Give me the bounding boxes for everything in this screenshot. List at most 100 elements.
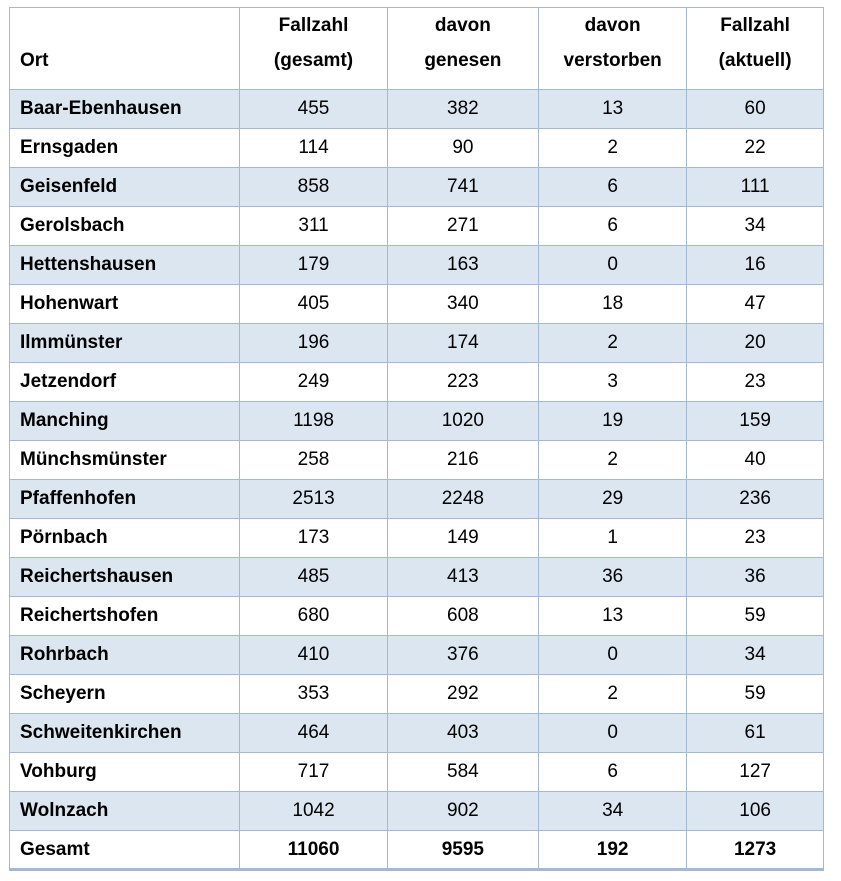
value-cell: 196 bbox=[239, 323, 388, 363]
ort-cell: Münchsmünster bbox=[8, 440, 241, 480]
value-cell: 271 bbox=[386, 206, 540, 246]
value-cell: 111 bbox=[686, 167, 824, 207]
col-header-fallzahl-gesamt: Fallzahl (gesamt) bbox=[239, 7, 388, 90]
value-cell: 61 bbox=[686, 713, 824, 753]
value-cell: 6 bbox=[538, 752, 688, 792]
ort-cell: Vohburg bbox=[8, 752, 241, 792]
covid-cases-table: Ort Fallzahl (gesamt) davon genesen davo… bbox=[8, 7, 824, 871]
value-cell: 2 bbox=[538, 128, 688, 168]
table-row: Rohrbach 410 376 0 34 bbox=[8, 635, 824, 675]
value-cell: 485 bbox=[239, 557, 388, 597]
table-row: Pörnbach 173 149 1 23 bbox=[8, 518, 824, 558]
value-cell: 34 bbox=[538, 791, 688, 831]
table-row: Ilmmünster 196 174 2 20 bbox=[8, 323, 824, 363]
value-cell: 20 bbox=[686, 323, 824, 363]
value-cell: 405 bbox=[239, 284, 388, 324]
ort-cell: Baar-Ebenhausen bbox=[8, 89, 241, 129]
ort-cell: Jetzendorf bbox=[8, 362, 241, 402]
table-row: Scheyern 353 292 2 59 bbox=[8, 674, 824, 714]
ort-cell: Ilmmünster bbox=[8, 323, 241, 363]
value-cell: 0 bbox=[538, 635, 688, 675]
value-cell: 311 bbox=[239, 206, 388, 246]
value-cell: 410 bbox=[239, 635, 388, 675]
ort-cell: Reichertshausen bbox=[8, 557, 241, 597]
value-cell: 40 bbox=[686, 440, 824, 480]
value-cell: 13 bbox=[538, 596, 688, 636]
value-cell: 608 bbox=[386, 596, 540, 636]
value-cell: 29 bbox=[538, 479, 688, 519]
value-cell: 34 bbox=[686, 206, 824, 246]
value-cell: 413 bbox=[386, 557, 540, 597]
value-cell: 16 bbox=[686, 245, 824, 285]
table-row: Hohenwart 405 340 18 47 bbox=[8, 284, 824, 324]
table-row: Vohburg 717 584 6 127 bbox=[8, 752, 824, 792]
value-cell: 216 bbox=[386, 440, 540, 480]
value-cell: 11060 bbox=[239, 830, 388, 871]
value-cell: 2248 bbox=[386, 479, 540, 519]
ort-cell: Manching bbox=[8, 401, 241, 441]
value-cell: 59 bbox=[686, 596, 824, 636]
value-cell: 1042 bbox=[239, 791, 388, 831]
value-cell: 2 bbox=[538, 674, 688, 714]
value-cell: 13 bbox=[538, 89, 688, 129]
value-cell: 3 bbox=[538, 362, 688, 402]
table-row: Hettenshausen 179 163 0 16 bbox=[8, 245, 824, 285]
value-cell: 0 bbox=[538, 713, 688, 753]
value-cell: 36 bbox=[538, 557, 688, 597]
value-cell: 1273 bbox=[686, 830, 824, 871]
ort-cell: Geisenfeld bbox=[8, 167, 241, 207]
value-cell: 163 bbox=[386, 245, 540, 285]
ort-cell: Hohenwart bbox=[8, 284, 241, 324]
ort-cell: Wolnzach bbox=[8, 791, 241, 831]
value-cell: 1020 bbox=[386, 401, 540, 441]
value-cell: 680 bbox=[239, 596, 388, 636]
value-cell: 149 bbox=[386, 518, 540, 558]
value-cell: 23 bbox=[686, 362, 824, 402]
ort-cell: Scheyern bbox=[8, 674, 241, 714]
table-row: Reichertshausen 485 413 36 36 bbox=[8, 557, 824, 597]
value-cell: 258 bbox=[239, 440, 388, 480]
value-cell: 2 bbox=[538, 440, 688, 480]
value-cell: 223 bbox=[386, 362, 540, 402]
ort-cell: Rohrbach bbox=[8, 635, 241, 675]
table-row: Reichertshofen 680 608 13 59 bbox=[8, 596, 824, 636]
value-cell: 353 bbox=[239, 674, 388, 714]
ort-cell: Hettenshausen bbox=[8, 245, 241, 285]
table-row: Baar-Ebenhausen 455 382 13 60 bbox=[8, 89, 824, 129]
value-cell: 717 bbox=[239, 752, 388, 792]
value-cell: 22 bbox=[686, 128, 824, 168]
ort-cell: Ernsgaden bbox=[8, 128, 241, 168]
table-row: Gerolsbach 311 271 6 34 bbox=[8, 206, 824, 246]
value-cell: 19 bbox=[538, 401, 688, 441]
ort-cell: Schweitenkirchen bbox=[8, 713, 241, 753]
value-cell: 340 bbox=[386, 284, 540, 324]
value-cell: 173 bbox=[239, 518, 388, 558]
value-cell: 179 bbox=[239, 245, 388, 285]
table-row: Wolnzach 1042 902 34 106 bbox=[8, 791, 824, 831]
value-cell: 23 bbox=[686, 518, 824, 558]
value-cell: 159 bbox=[686, 401, 824, 441]
table-row: Geisenfeld 858 741 6 111 bbox=[8, 167, 824, 207]
ort-cell: Reichertshofen bbox=[8, 596, 241, 636]
value-cell: 174 bbox=[386, 323, 540, 363]
ort-cell: Gerolsbach bbox=[8, 206, 241, 246]
value-cell: 902 bbox=[386, 791, 540, 831]
value-cell: 382 bbox=[386, 89, 540, 129]
value-cell: 9595 bbox=[386, 830, 540, 871]
value-cell: 1198 bbox=[239, 401, 388, 441]
value-cell: 59 bbox=[686, 674, 824, 714]
value-cell: 584 bbox=[386, 752, 540, 792]
value-cell: 36 bbox=[686, 557, 824, 597]
table-row: Pfaffenhofen 2513 2248 29 236 bbox=[8, 479, 824, 519]
value-cell: 0 bbox=[538, 245, 688, 285]
col-header-davon-verstorben: davon verstorben bbox=[538, 7, 688, 90]
value-cell: 2 bbox=[538, 323, 688, 363]
value-cell: 114 bbox=[239, 128, 388, 168]
table-row: Jetzendorf 249 223 3 23 bbox=[8, 362, 824, 402]
value-cell: 6 bbox=[538, 167, 688, 207]
value-cell: 34 bbox=[686, 635, 824, 675]
value-cell: 741 bbox=[386, 167, 540, 207]
col-header-fallzahl-aktuell: Fallzahl (aktuell) bbox=[686, 7, 824, 90]
value-cell: 2513 bbox=[239, 479, 388, 519]
value-cell: 18 bbox=[538, 284, 688, 324]
